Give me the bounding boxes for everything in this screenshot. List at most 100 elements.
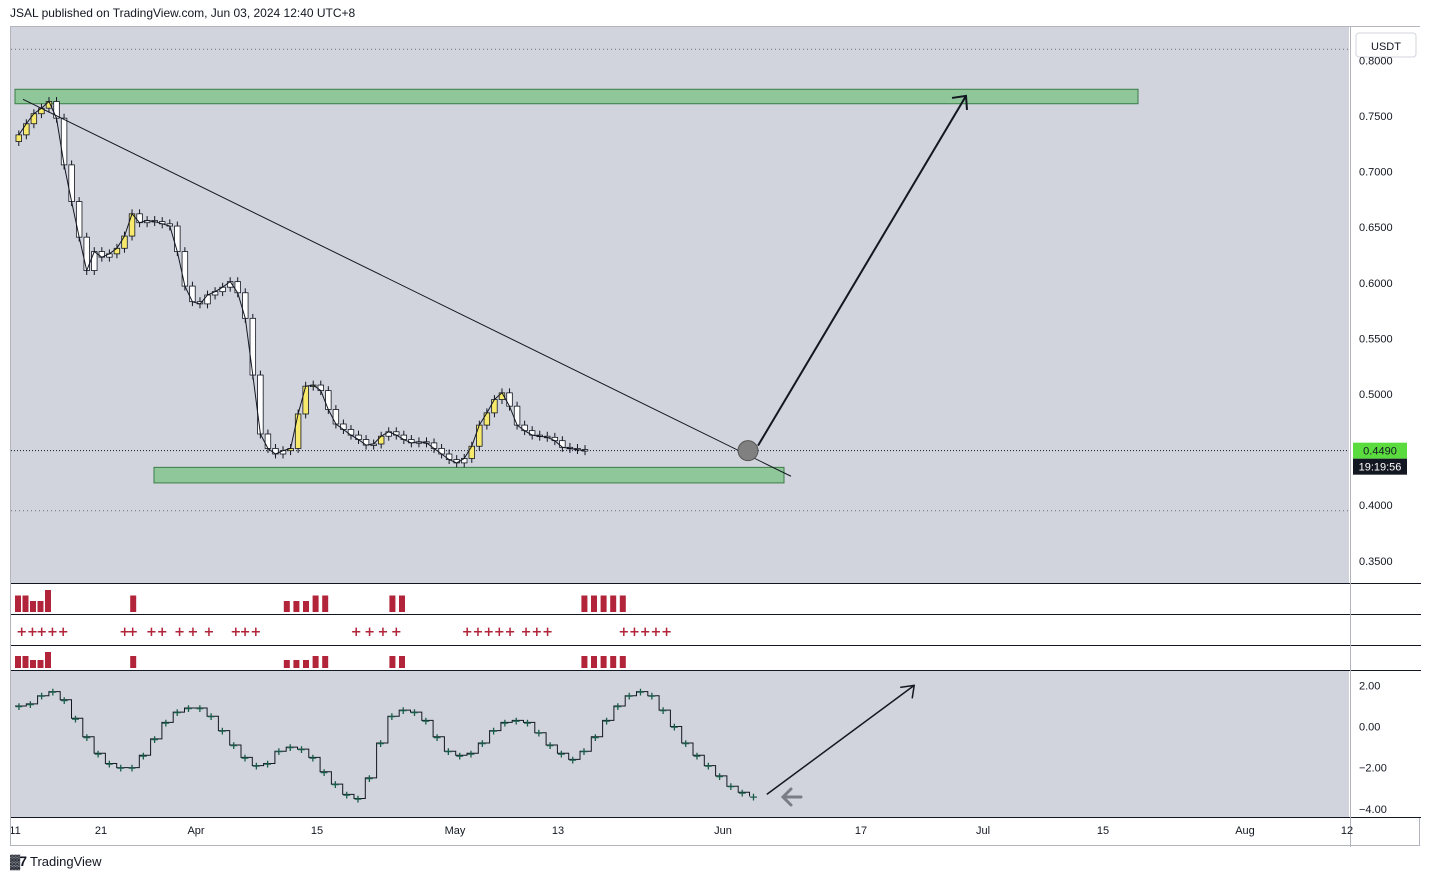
oscillator-marker: + xyxy=(93,747,102,760)
oscillator-marker: + xyxy=(274,745,283,758)
oscillator-marker: + xyxy=(297,743,306,756)
indicator-1-bar xyxy=(37,601,44,612)
oscillator-marker: + xyxy=(263,758,272,771)
indicator-2-marker: + xyxy=(618,625,629,640)
candle-body xyxy=(506,392,513,407)
candle-body xyxy=(257,374,264,435)
oscillator-marker: + xyxy=(579,745,588,758)
indicator-3-bar xyxy=(600,656,607,668)
oscillator-arrow-head xyxy=(900,684,916,699)
indicator-3-bar xyxy=(37,660,44,668)
candle-body xyxy=(513,405,521,426)
oscillator-marker: + xyxy=(387,710,396,723)
oscillator-marker: + xyxy=(421,714,430,727)
candle-body xyxy=(174,225,181,253)
oscillator-marker: + xyxy=(568,753,577,766)
indicator-2-marker: + xyxy=(364,625,375,640)
indicator-1-bar xyxy=(22,595,29,612)
oscillator-marker: + xyxy=(591,731,600,744)
time-tick-label: 15 xyxy=(1097,825,1109,837)
time-tick-label: 11 xyxy=(11,825,21,837)
main-pane-bg xyxy=(11,27,1349,583)
oscillator-marker: + xyxy=(286,741,295,754)
indicator-2-marker: + xyxy=(250,625,261,640)
arrow-left-icon xyxy=(780,787,803,807)
candle-body xyxy=(377,435,385,445)
indicator-2-marker: + xyxy=(188,625,199,640)
indicator-2-marker: + xyxy=(505,625,516,640)
indicator-2-marker: + xyxy=(629,625,640,640)
oscillator-marker: + xyxy=(14,700,23,713)
indicator-2-marker: + xyxy=(47,625,58,640)
oscillator-marker: + xyxy=(116,762,125,775)
candle-body xyxy=(347,429,355,436)
time-tick-label: Jun xyxy=(714,825,732,837)
indicator-1-bar xyxy=(600,595,607,612)
time-tick-label: Apr xyxy=(187,825,204,837)
time-tick-label: 17 xyxy=(855,825,867,837)
oscillator-step-line xyxy=(15,691,750,799)
time-tick-label: Jul xyxy=(976,825,990,837)
candle-body xyxy=(121,235,128,249)
indicator-3-bar xyxy=(619,656,626,668)
oscillator-marker: + xyxy=(489,725,498,738)
oscillator-marker: + xyxy=(726,780,735,793)
indicator-3-bar xyxy=(30,660,36,668)
indicator-2-marker: + xyxy=(36,625,47,640)
chart-frame[interactable]: USDT 0.8000 0.7500 0.7000 0.6500 0.6000 0.5500… xyxy=(10,26,1421,847)
candle-body xyxy=(294,413,302,449)
time-tick-label: 12 xyxy=(1341,825,1353,837)
tradingview-logo-icon: ▓7 xyxy=(10,853,27,869)
candle-body xyxy=(559,440,566,448)
projection-arrow-head xyxy=(951,94,968,111)
oscillator-pane-bg xyxy=(11,671,1349,817)
oscillator-tick-label: 0.00 xyxy=(1359,722,1380,734)
price-tick-label: 0.5500 xyxy=(1359,333,1393,345)
oscillator-marker: + xyxy=(613,700,622,713)
candle-body xyxy=(234,281,241,294)
oscillator-marker: + xyxy=(410,706,419,719)
oscillator-marker: + xyxy=(444,745,453,758)
candle-body xyxy=(325,390,332,410)
candle-body xyxy=(189,285,196,303)
indicator-2-marker: + xyxy=(157,625,168,640)
oscillator-projection-arrow xyxy=(766,684,915,795)
time-tick-label: 15 xyxy=(311,825,323,837)
indicator-3-bar xyxy=(399,656,405,668)
time-tick-label: Aug xyxy=(1235,825,1255,837)
candle-body xyxy=(264,433,272,449)
indicator-2-marker: + xyxy=(58,625,69,640)
oscillator-tick-label: −4.00 xyxy=(1359,804,1387,816)
indicator-1-bar xyxy=(303,601,309,612)
oscillator-marker: + xyxy=(195,702,204,715)
oscillator-marker: + xyxy=(184,702,193,715)
oscillator-marker: + xyxy=(331,778,340,791)
indicator-2-marker: + xyxy=(483,625,494,640)
oscillator-marker: + xyxy=(647,690,656,703)
candle-body xyxy=(68,164,75,202)
footer-brand[interactable]: ▓7 TradingView xyxy=(10,853,102,869)
descending-trendline xyxy=(22,98,792,477)
oscillator-marker: + xyxy=(466,747,475,760)
oscillator-marker: + xyxy=(500,716,509,729)
time-tick-label: 13 xyxy=(552,825,564,837)
indicator-2-marker: + xyxy=(127,625,138,640)
oscillator-marker: + xyxy=(704,760,713,773)
indicator-1-bar xyxy=(283,601,290,612)
oscillator-tick-label: 2.00 xyxy=(1359,680,1380,692)
candle-body xyxy=(136,213,143,224)
last-price-tag xyxy=(1353,442,1407,459)
candle-body xyxy=(340,423,347,430)
price-tick-label: 0.4000 xyxy=(1359,500,1393,512)
oscillator-marker: + xyxy=(625,690,634,703)
price-tick-label: 0.6000 xyxy=(1359,278,1393,290)
oscillator-marker: + xyxy=(738,786,747,799)
oscillator-marker: + xyxy=(534,727,543,740)
currency-button xyxy=(1355,32,1417,58)
oscillator-marker: + xyxy=(636,686,645,699)
indicator-2-marker: + xyxy=(119,625,130,640)
candle-body xyxy=(204,294,211,305)
price-tick-label: 0.7000 xyxy=(1359,167,1393,179)
price-tick-label: 0.7500 xyxy=(1359,111,1393,123)
support-zone xyxy=(153,466,785,484)
